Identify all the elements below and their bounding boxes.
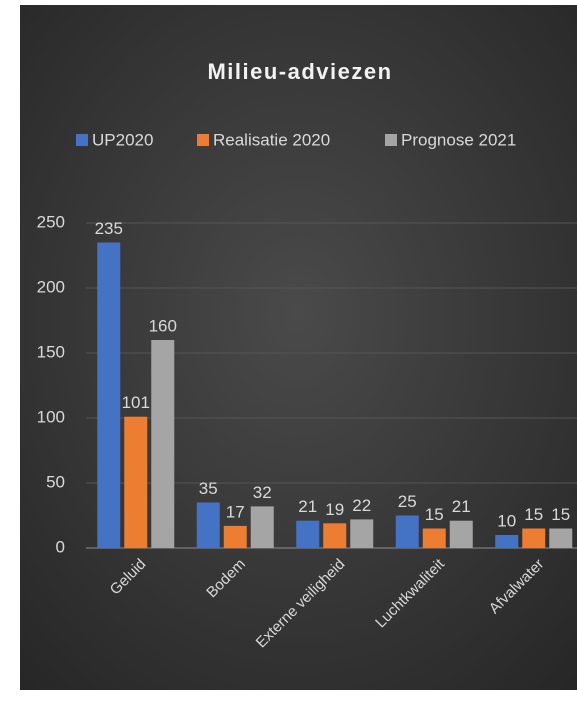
data-label: 32 xyxy=(253,483,272,502)
data-label: 21 xyxy=(452,497,471,516)
bar xyxy=(495,535,519,548)
bar xyxy=(549,528,573,548)
y-tick-label: 100 xyxy=(37,407,65,426)
y-tick-label: 200 xyxy=(37,277,65,296)
bar xyxy=(97,242,121,548)
chart-title: Milieu-adviezen xyxy=(207,59,392,84)
data-label: 21 xyxy=(298,497,317,516)
legend-swatch xyxy=(76,134,88,146)
data-label: 25 xyxy=(398,492,417,511)
bar xyxy=(323,523,347,548)
bar xyxy=(250,506,274,548)
bar xyxy=(151,340,175,548)
data-label: 235 xyxy=(95,219,123,238)
bar xyxy=(522,528,546,548)
bar xyxy=(395,515,419,548)
bar xyxy=(124,416,148,548)
y-tick-label: 250 xyxy=(37,212,65,231)
data-label: 19 xyxy=(325,500,344,519)
bar xyxy=(422,528,446,548)
bar xyxy=(449,520,473,548)
data-label: 15 xyxy=(551,505,570,524)
data-label: 160 xyxy=(149,316,177,335)
data-label: 17 xyxy=(226,502,245,521)
data-label: 15 xyxy=(425,505,444,524)
y-tick-label: 50 xyxy=(46,472,65,491)
bar xyxy=(196,502,220,548)
bar xyxy=(223,525,247,548)
data-label: 101 xyxy=(122,393,150,412)
legend-label: Realisatie 2020 xyxy=(213,130,330,149)
legend-label: Prognose 2021 xyxy=(401,130,516,149)
bar xyxy=(350,519,374,548)
data-label: 15 xyxy=(524,505,543,524)
bar xyxy=(296,520,320,548)
data-label: 10 xyxy=(497,511,516,530)
y-tick-label: 150 xyxy=(37,342,65,361)
legend-swatch xyxy=(385,134,397,146)
legend-swatch xyxy=(197,134,209,146)
data-label: 35 xyxy=(199,479,218,498)
y-tick-label: 0 xyxy=(56,537,65,556)
legend-label: UP2020 xyxy=(92,130,153,149)
data-label: 22 xyxy=(352,496,371,515)
